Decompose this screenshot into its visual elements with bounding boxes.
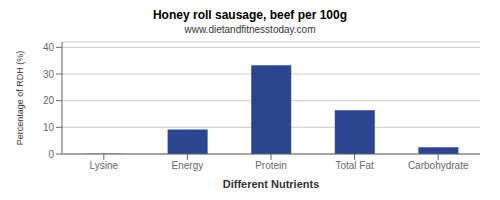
svg-text:Protein: Protein [255, 160, 287, 171]
svg-text:Lysine: Lysine [90, 160, 119, 171]
svg-text:0: 0 [48, 149, 54, 160]
svg-text:Carbohydrate: Carbohydrate [408, 160, 469, 171]
html-text:www.dietandfitnesstoday.com: www.dietandfitnesstoday.com [184, 24, 316, 35]
svg-text:Different Nutrients: Different Nutrients [223, 178, 320, 190]
svg-text:20: 20 [43, 95, 55, 106]
html-text:Honey roll sausage, beef per 1: Honey roll sausage, beef per 100g [153, 8, 347, 22]
svg-text:Percentage of RDH (%): Percentage of RDH (%) [15, 51, 25, 146]
svg-text:10: 10 [43, 122, 55, 133]
svg-text:30: 30 [43, 69, 55, 80]
svg-text:40: 40 [43, 42, 55, 53]
svg-text:Total Fat: Total Fat [335, 160, 374, 171]
svg-text:Energy: Energy [172, 160, 204, 171]
